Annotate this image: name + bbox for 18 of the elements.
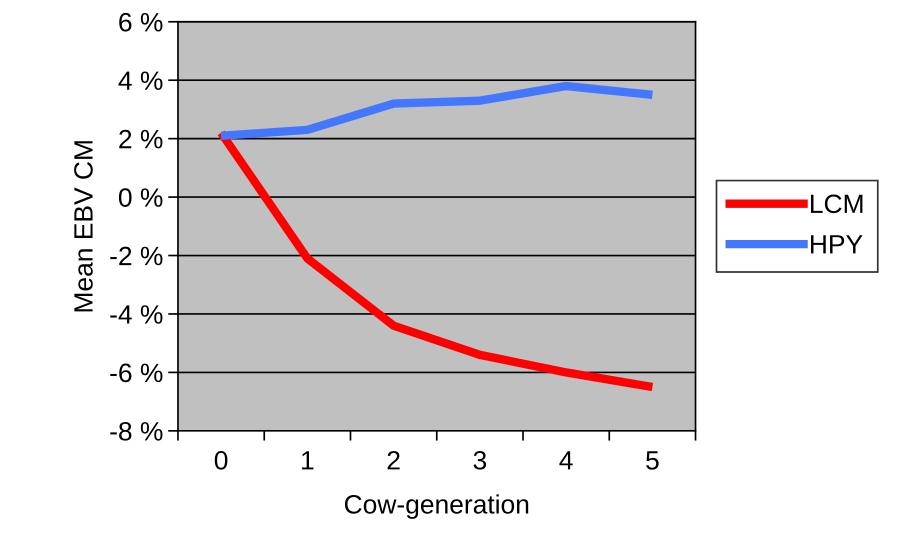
- x-tick-label: 3: [474, 450, 486, 470]
- y-tick-label: 6 %: [119, 12, 162, 32]
- legend-label: LCM: [811, 194, 862, 214]
- y-tick-label: 4 %: [118, 71, 162, 90]
- x-tick-label: 5: [646, 451, 659, 470]
- y-axis-title: Mean EBV CM: [74, 141, 93, 312]
- y-tick-label: 0 %: [118, 188, 162, 207]
- x-tick-label: 0: [214, 450, 228, 470]
- x-axis-title: Cow-generation: [344, 494, 528, 519]
- legend-label: HPY: [811, 235, 863, 254]
- x-tick-label: 4: [559, 451, 573, 470]
- x-tick-label: 2: [388, 450, 400, 470]
- y-tick-label: -8 %: [110, 422, 162, 441]
- x-tick-label: 1: [302, 451, 314, 470]
- y-tick-label: 2 %: [119, 130, 162, 148]
- y-tick-label: -6 %: [110, 364, 162, 382]
- y-tick-label: -4 %: [110, 305, 162, 324]
- y-tick-label: -2 %: [110, 246, 162, 266]
